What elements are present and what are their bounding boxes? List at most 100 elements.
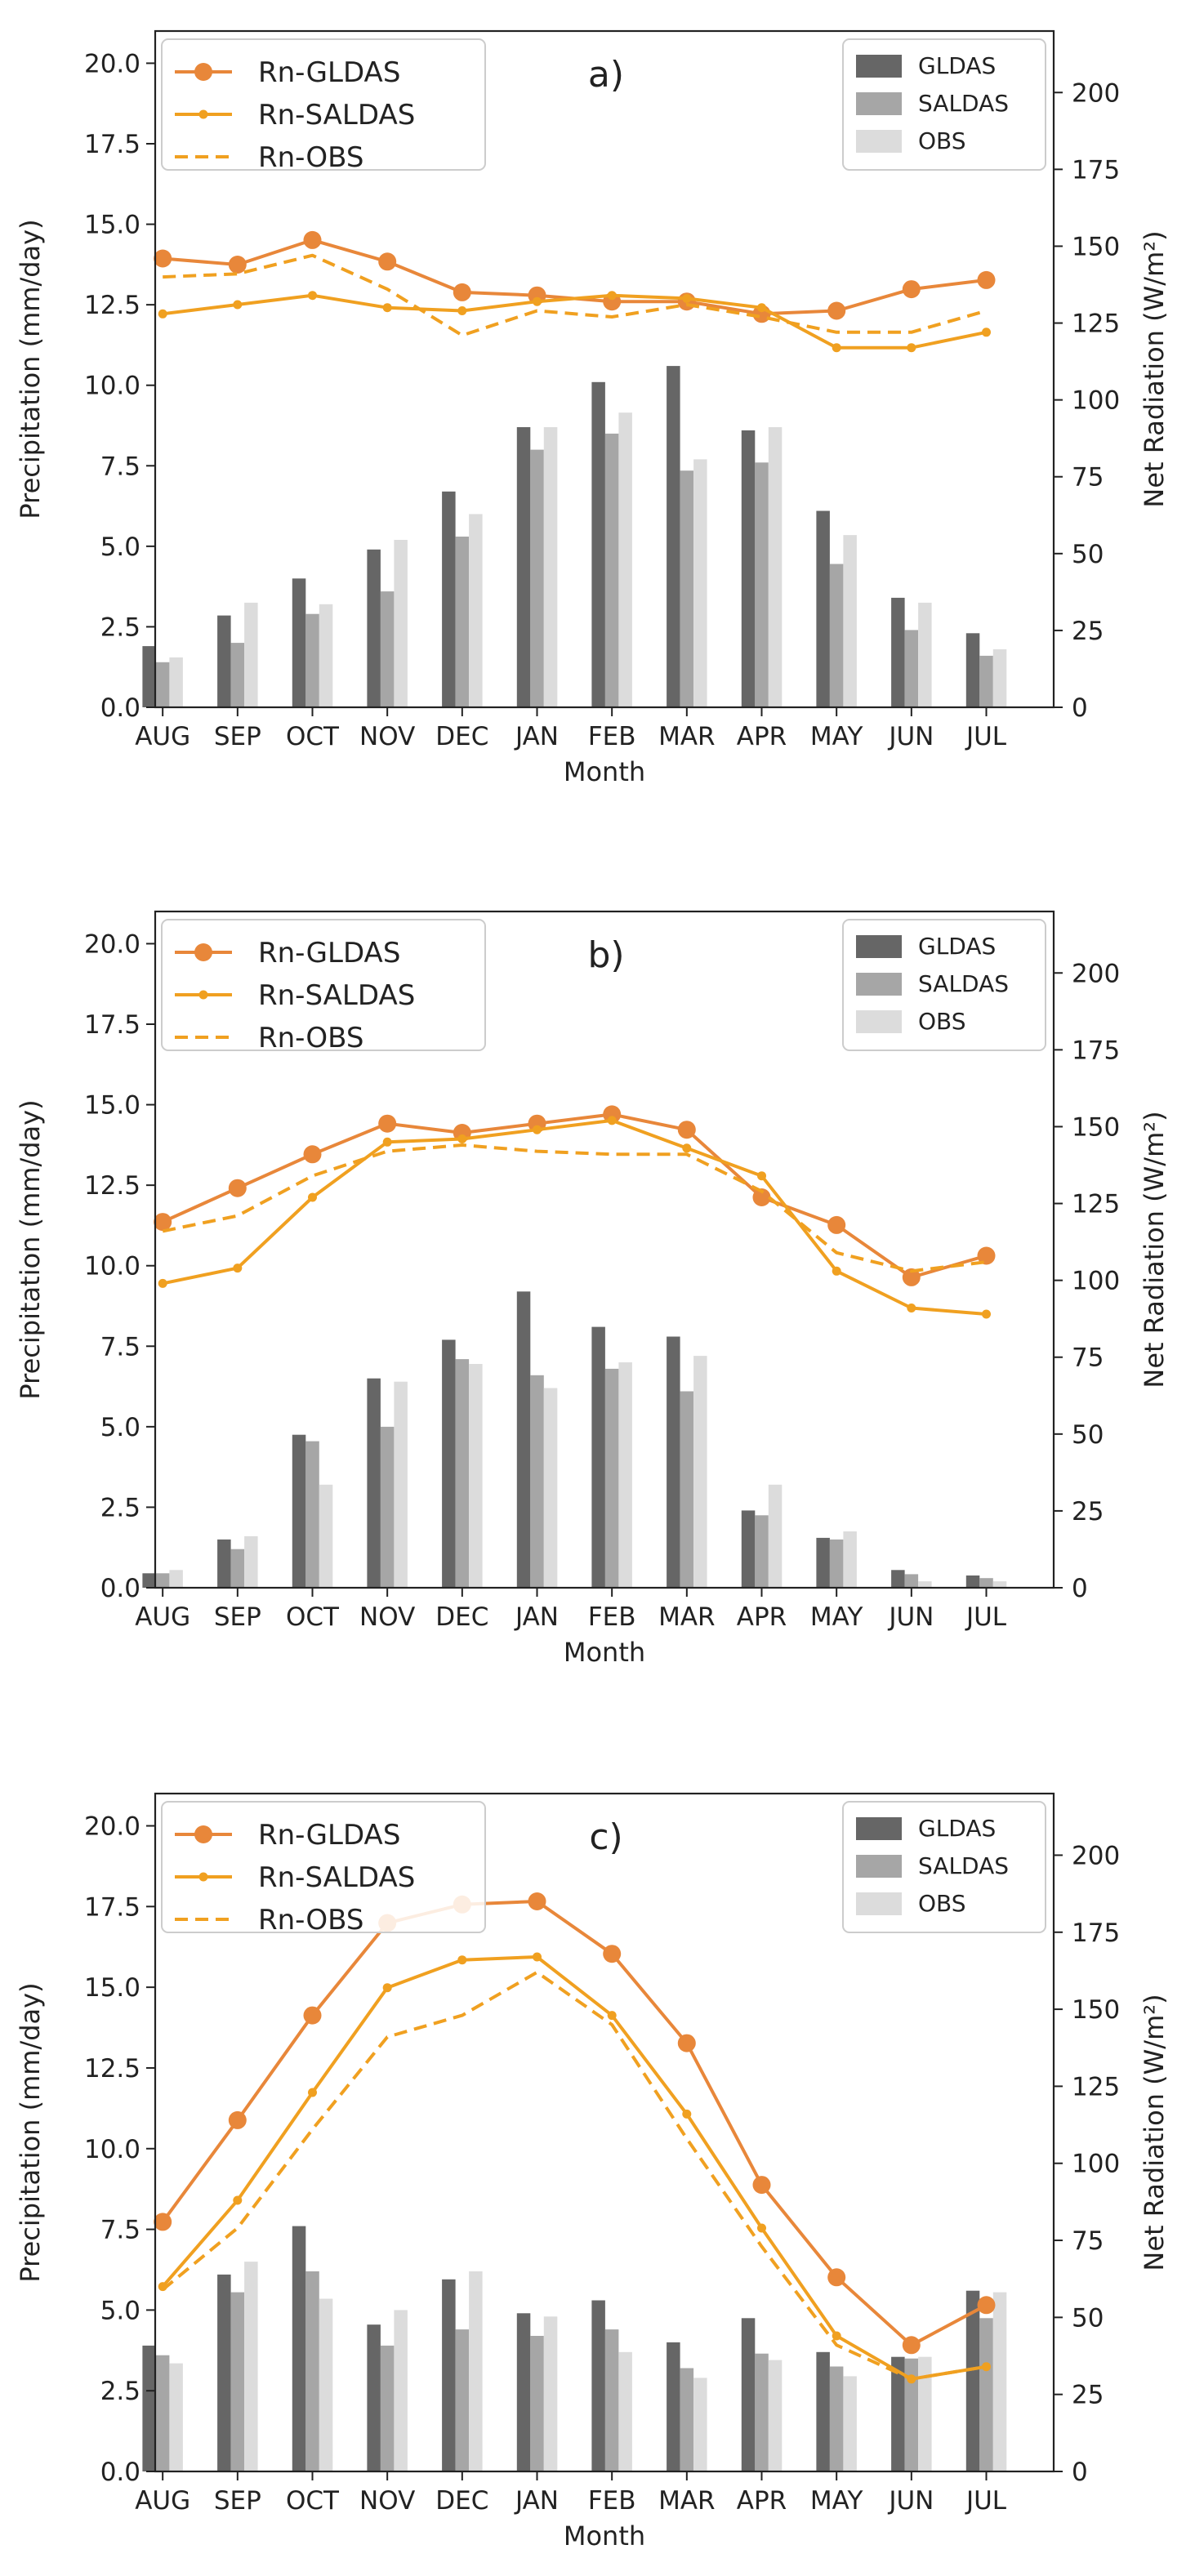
bar-saldas-apr (755, 1515, 769, 1588)
point-rn-saldas-mar (682, 1143, 692, 1153)
bar-gldas-nov (367, 549, 381, 707)
y2-tick-label: 200 (1072, 1841, 1120, 1870)
line-rn-saldas (161, 1955, 987, 2381)
y2-tick-label: 150 (1072, 1995, 1120, 2025)
bar-obs-may (843, 535, 857, 707)
x-tick-label: FEB (588, 2486, 636, 2516)
legend-swatch-obs (856, 130, 902, 153)
point-rn-gldas-apr (752, 2176, 771, 2195)
bar-obs-aug (169, 657, 183, 707)
legend-bars: GLDAS SALDAS OBS (842, 919, 1046, 1051)
bar-gldas-mar (667, 1336, 680, 1588)
bar-gldas-nov (367, 2324, 381, 2471)
point-rn-saldas-mar (682, 2109, 692, 2119)
point-rn-gldas-jun (902, 280, 921, 299)
legend-label-rn-gldas: Rn-GLDAS (258, 937, 400, 969)
bar-obs-feb (618, 1362, 632, 1588)
bar-saldas-mar (680, 470, 694, 707)
bar-gldas-sep (217, 1539, 231, 1588)
y-tick-label: 17.5 (84, 130, 140, 159)
bar-obs-feb (618, 2351, 632, 2471)
bar-obs-jun (918, 602, 932, 707)
bar-saldas-jun (904, 630, 919, 707)
bar-gldas-jun (891, 2356, 905, 2471)
x-tick-label: SEP (214, 1602, 261, 1632)
y-tick-label: 20.0 (84, 929, 140, 959)
x-tick-label: MAY (810, 1602, 863, 1632)
y-tick-label: 0.0 (100, 1574, 140, 1603)
bar-obs-may (843, 2376, 857, 2471)
bar-saldas-oct (305, 1441, 319, 1588)
point-rn-saldas-may (832, 343, 841, 353)
bar-gldas-jun (891, 597, 905, 707)
y-tick-label: 7.5 (100, 1332, 140, 1362)
bar-gldas-jul (965, 1575, 980, 1588)
point-rn-gldas-aug (154, 249, 172, 268)
x-tick-label: DEC (435, 2486, 488, 2516)
plot-frame (154, 29, 1055, 709)
bar-saldas-feb (604, 433, 619, 707)
legend-swatch-obs (856, 1010, 902, 1033)
y2-axis-label: Net Radiation (W/m²) (1139, 1994, 1170, 2271)
point-rn-saldas-jul (982, 328, 991, 337)
bar-gldas-jan (516, 1291, 531, 1588)
legend-label-rn-saldas: Rn-SALDAS (258, 979, 415, 1012)
x-tick-label: OCT (286, 1602, 340, 1632)
legend-lines: Rn-GLDAS Rn-SALDAS Rn-OBS (161, 38, 486, 174)
line-rn-gldas (163, 238, 987, 316)
y2-tick-label: 50 (1072, 540, 1104, 569)
bar-gldas-jun (891, 1570, 905, 1588)
legend-lines-box (161, 1801, 486, 1933)
x-tick-label: NOV (359, 722, 415, 751)
y-tick-label: 15.0 (84, 1091, 140, 1121)
bar-saldas-feb (604, 1368, 619, 1588)
bar-saldas-aug (155, 2355, 170, 2471)
bar-obs-jan (543, 2316, 558, 2471)
point-rn-saldas-may (832, 1266, 841, 1276)
y2-tick-label: 75 (1072, 2226, 1104, 2256)
bar-obs-aug (169, 2363, 183, 2471)
x-tick-label: MAR (658, 1602, 716, 1632)
x-axis-label: Month (564, 756, 645, 787)
point-rn-gldas-jun (902, 2336, 921, 2355)
bar-saldas-sep (230, 643, 245, 707)
y-tick-label: 10.0 (84, 372, 140, 401)
point-rn-saldas-jan (533, 1952, 542, 1962)
legend-marker-rn-gldas (194, 63, 212, 81)
point-rn-gldas-sep (228, 256, 247, 274)
y-tick-label: 20.0 (84, 49, 140, 78)
panel-2: 0.0 2.5 5.0 7.5 10.0 12.5 15.0 17.5 20.0 0 25 50 75 1… (15, 910, 1170, 1668)
y2-tick-label: 200 (1072, 959, 1120, 988)
legend-label-rn-obs: Rn-OBS (258, 1022, 363, 1054)
bar-saldas-mar (680, 2368, 694, 2471)
legend-label-gldas: GLDAS (918, 52, 996, 79)
bar-gldas-may (816, 510, 830, 707)
point-rn-gldas-apr (752, 1188, 771, 1206)
bar-gldas-dec (442, 2279, 456, 2471)
y2-tick-label: 175 (1072, 1919, 1120, 1948)
legend-label-obs: OBS (918, 127, 966, 154)
y2-tick-label: 150 (1072, 1112, 1120, 1142)
bar-gldas-dec (442, 1339, 456, 1588)
x-tick-label: FEB (588, 1602, 636, 1632)
point-rn-saldas-oct (308, 1192, 317, 1202)
point-rn-gldas-dec (453, 283, 471, 301)
y-tick-label: 17.5 (84, 1892, 140, 1922)
bar-obs-apr (768, 2360, 783, 2471)
point-rn-saldas-apr (757, 303, 766, 313)
point-rn-saldas-oct (308, 291, 317, 301)
plot-frame (154, 1792, 1055, 2473)
x-tick-label: JUL (965, 2486, 1007, 2516)
x-tick-label: JUN (887, 1602, 934, 1632)
y-tick-label: 0.0 (100, 693, 140, 723)
bar-saldas-feb (604, 2329, 619, 2471)
x-tick-label: AUG (135, 2486, 190, 2516)
x-axis-label: Month (564, 2520, 645, 2551)
legend-label-gldas: GLDAS (918, 1815, 996, 1842)
y2-tick-label: 75 (1072, 1344, 1104, 1373)
bar-saldas-mar (680, 1391, 694, 1588)
x-tick-label: SEP (214, 2486, 261, 2516)
point-rn-gldas-mar (677, 1121, 696, 1139)
bar-gldas-apr (741, 430, 756, 707)
point-rn-gldas-oct (303, 230, 322, 249)
